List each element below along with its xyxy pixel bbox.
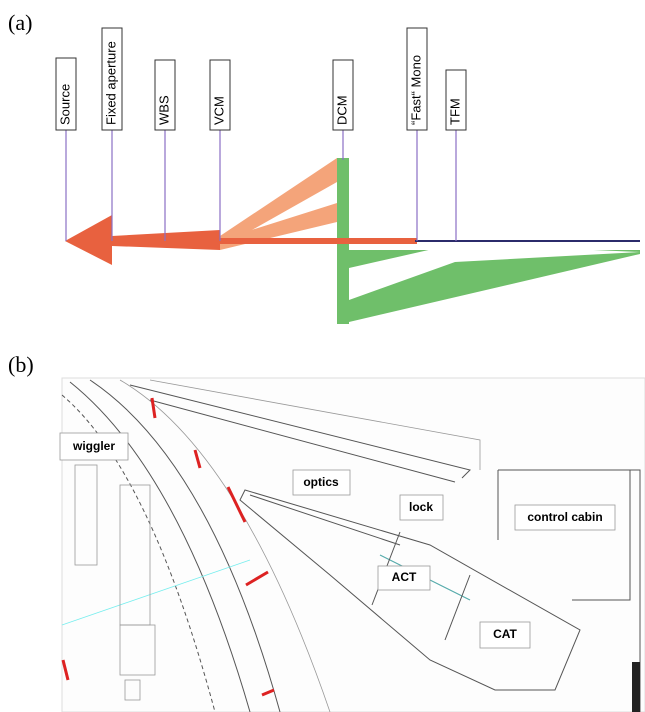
area-label: ACT <box>392 570 417 584</box>
plan-frame <box>62 378 645 712</box>
page: (a) <box>0 0 645 712</box>
red-beam <box>112 230 220 250</box>
area-label: wiggler <box>72 439 115 453</box>
area-label: lock <box>409 500 433 514</box>
wall-block <box>632 662 640 712</box>
panel-label: (a) <box>8 10 32 35</box>
component-label: VCM <box>211 96 226 125</box>
beam-schematic: Source Fixed aperture WBS VCM DCM “Fast“… <box>56 28 640 324</box>
panel-label: (b) <box>8 352 34 377</box>
component-label: “Fast“ Mono <box>408 55 423 125</box>
component-label: TFM <box>447 98 462 125</box>
component-label: WBS <box>156 95 171 125</box>
red-arrow-head <box>65 215 112 265</box>
component-label: DCM <box>334 95 349 125</box>
red-beam <box>220 238 417 244</box>
component-label: Fixed aperture <box>103 41 118 125</box>
floor-plan: wiggler optics lock control cabin ACT CA… <box>60 378 645 712</box>
area-label: CAT <box>493 627 517 641</box>
area-label: control cabin <box>527 510 602 524</box>
component-label: Source <box>57 84 72 125</box>
figure: (a) <box>0 0 645 712</box>
area-label: optics <box>303 475 339 489</box>
